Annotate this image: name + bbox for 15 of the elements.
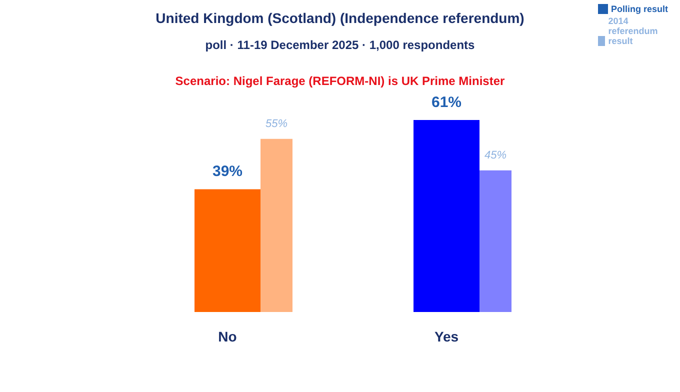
chart-subtitle: poll · 11-19 December 2025 · 1,000 respondents xyxy=(205,38,475,52)
data-label: 55% xyxy=(265,118,288,130)
data-label: 45% xyxy=(484,149,507,162)
text: Polling result xyxy=(611,4,668,14)
text: Scenario: Nigel Farage (REFORM-NI) is UK Prime Minister xyxy=(174,74,506,88)
bar xyxy=(414,120,480,312)
x-tick-label: No xyxy=(218,328,237,344)
chart-title: United Kingdom (Scotland) (Independence referendum) xyxy=(156,10,524,26)
bar xyxy=(260,138,292,312)
x-tick-label: Yes xyxy=(434,328,459,344)
bar xyxy=(480,170,512,312)
data-label: 61% xyxy=(431,94,462,111)
text: 2014 referendum result xyxy=(608,16,659,46)
data-label: 39% xyxy=(212,163,243,180)
bar xyxy=(194,189,260,312)
